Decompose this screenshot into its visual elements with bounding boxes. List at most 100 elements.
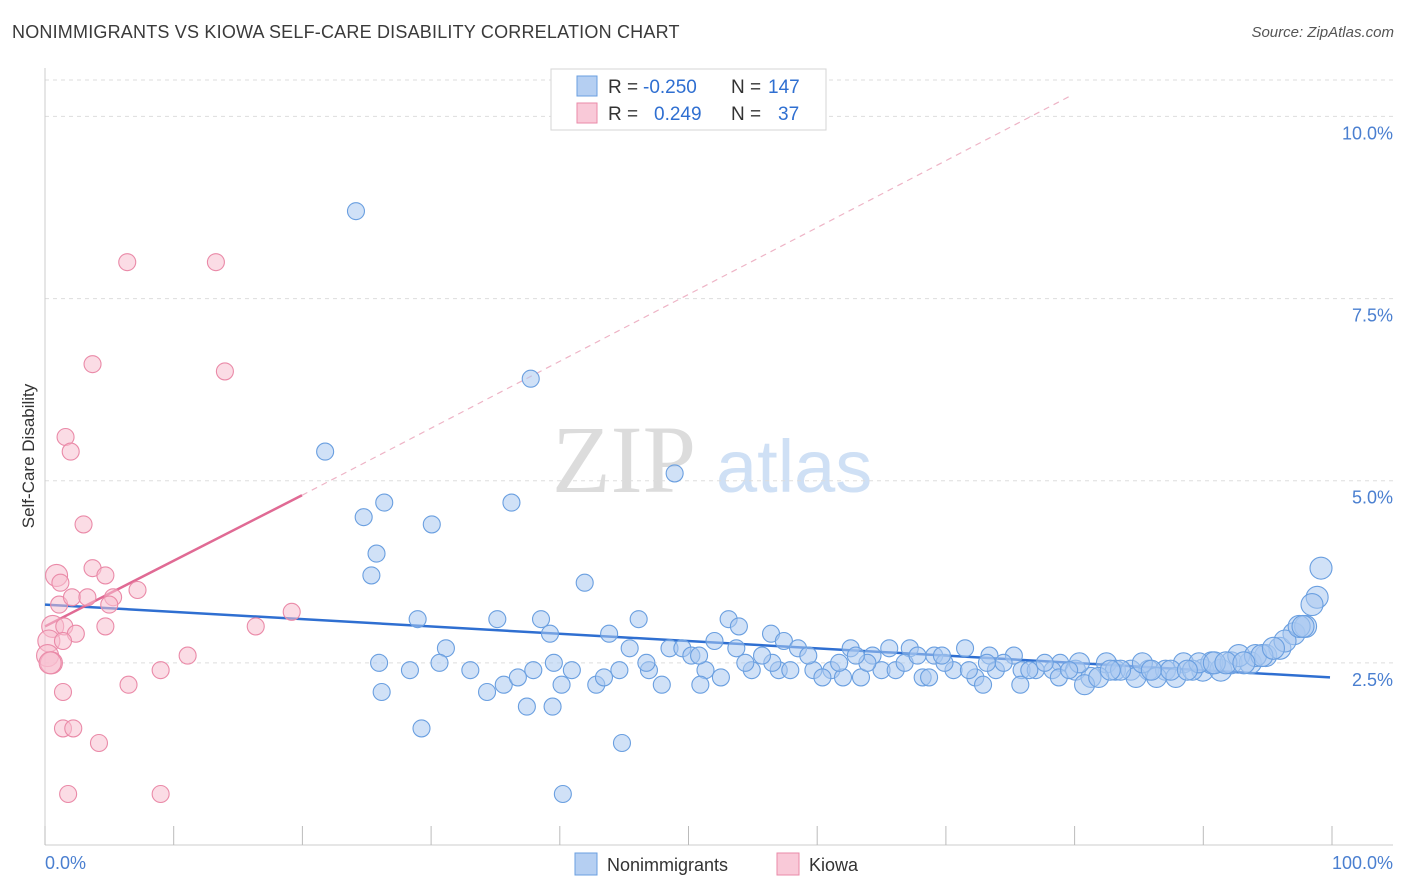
point-nonimmigrants-83: [973, 675, 993, 694]
legend-r-value-1: -0.250: [643, 77, 697, 98]
point-nonimmigrants-80: [813, 668, 832, 687]
legend-r-value-2: 0.249: [654, 104, 702, 125]
gridlines: [45, 79, 1393, 664]
point-nonimmigrants-144: [1300, 593, 1324, 617]
point-nonimmigrants-145: [1261, 636, 1286, 660]
point-nonimmigrants-130: [752, 646, 772, 665]
point-nonimmigrants-103: [543, 697, 562, 716]
series-kiowa-points: [36, 253, 301, 804]
point-kiowa-14: [78, 588, 97, 607]
point-kiowa-1: [206, 253, 225, 272]
point-nonimmigrants-129: [736, 653, 755, 672]
point-kiowa-5: [61, 442, 80, 461]
point-kiowa-36: [151, 784, 170, 804]
point-nonimmigrants-108: [781, 661, 800, 680]
x-tick-label-end: 100.0%: [1332, 853, 1393, 873]
point-nonimmigrants-26: [727, 639, 746, 658]
point-nonimmigrants-42: [544, 653, 563, 672]
y-tick-label-1: 5.0%: [1352, 488, 1393, 508]
point-nonimmigrants-106: [553, 784, 572, 804]
point-nonimmigrants-21: [620, 639, 639, 658]
point-nonimmigrants-19: [600, 624, 619, 643]
point-nonimmigrants-11: [408, 610, 427, 629]
point-nonimmigrants-75: [552, 675, 571, 694]
point-nonimmigrants-34: [956, 639, 975, 658]
watermark-atlas: atlas: [716, 425, 872, 508]
point-nonimmigrants-132: [846, 646, 865, 665]
watermark-zip: ZIP: [552, 406, 696, 513]
source-label: Source: ZipAtlas.com: [1251, 24, 1394, 41]
y-tick-label-3: 10.0%: [1342, 123, 1393, 143]
y-tick-label-0: 2.5%: [1352, 670, 1393, 690]
point-nonimmigrants-113: [959, 661, 978, 680]
bottom-legend-swatch-blue: [574, 852, 598, 876]
point-kiowa-3: [215, 362, 234, 381]
axes: [44, 68, 1393, 846]
legend-swatch-pink: [576, 102, 598, 124]
point-nonimmigrants-0: [346, 202, 366, 221]
point-nonimmigrants-143: [1291, 614, 1315, 638]
point-nonimmigrants-6: [422, 515, 441, 534]
point-nonimmigrants-114: [994, 653, 1013, 672]
point-nonimmigrants-115: [1035, 653, 1054, 672]
trend-line-kiowa: [44, 494, 303, 628]
point-kiowa-29: [38, 651, 62, 675]
y-tick-label-2: 7.5%: [1352, 306, 1393, 326]
point-nonimmigrants-1: [521, 369, 540, 388]
point-nonimmigrants-40: [370, 653, 389, 672]
point-nonimmigrants-8: [367, 544, 386, 563]
legend-r-label-2: R =: [608, 104, 638, 125]
point-kiowa-16: [100, 595, 119, 614]
bottom-legend-label-kiowa: Kiowa: [809, 855, 859, 875]
point-nonimmigrants-134: [932, 646, 951, 665]
point-nonimmigrants-7: [502, 493, 521, 512]
point-nonimmigrants-138: [1099, 659, 1121, 681]
point-nonimmigrants-139: [1140, 659, 1162, 681]
point-nonimmigrants-3: [665, 464, 684, 483]
point-kiowa-2: [83, 355, 102, 374]
point-kiowa-13: [62, 588, 82, 607]
point-nonimmigrants-82: [920, 668, 939, 687]
trend-line-kiowa-extension: [301, 94, 1074, 496]
point-nonimmigrants-104: [412, 719, 431, 738]
bottom-legend: Nonimmigrants Kiowa: [574, 852, 859, 876]
series-nonimmigrants-points: [316, 202, 1333, 804]
point-kiowa-17: [282, 602, 301, 621]
legend-n-value-2: 37: [778, 104, 799, 125]
point-nonimmigrants-78: [652, 675, 671, 694]
point-nonimmigrants-47: [711, 668, 730, 687]
point-kiowa-33: [64, 719, 83, 738]
point-nonimmigrants-41: [430, 653, 449, 672]
point-kiowa-21: [96, 617, 115, 636]
point-nonimmigrants-14: [629, 610, 648, 629]
point-nonimmigrants-140: [1176, 659, 1198, 681]
point-kiowa-10: [51, 573, 70, 592]
point-nonimmigrants-105: [612, 733, 632, 753]
y-axis-title: Self-Care Disability: [19, 383, 38, 528]
point-kiowa-34: [89, 733, 109, 753]
point-kiowa-27: [178, 646, 197, 665]
legend-r-label-1: R =: [608, 77, 638, 98]
point-nonimmigrants-71: [461, 661, 480, 680]
point-nonimmigrants-72: [494, 675, 513, 694]
x-tick-label-start: 0.0%: [45, 853, 86, 873]
point-nonimmigrants-101: [477, 682, 497, 702]
point-nonimmigrants-9: [362, 566, 381, 585]
legend-swatch-blue: [576, 75, 598, 97]
chart-title: NONIMMIGRANTS VS KIOWA SELF-CARE DISABIL…: [12, 22, 680, 42]
bottom-legend-swatch-pink: [776, 852, 800, 876]
point-kiowa-0: [118, 253, 137, 272]
tick-labels: 2.5% 5.0% 7.5% 10.0% 0.0% 100.0%: [45, 123, 1393, 873]
point-nonimmigrants-127: [637, 653, 656, 672]
point-kiowa-22: [246, 617, 265, 636]
point-nonimmigrants-74: [524, 661, 543, 680]
point-kiowa-24: [53, 631, 73, 651]
point-nonimmigrants-102: [517, 697, 536, 716]
point-nonimmigrants-135: [977, 653, 996, 672]
point-nonimmigrants-70: [400, 661, 419, 680]
point-nonimmigrants-13: [531, 610, 551, 629]
point-kiowa-28: [151, 661, 170, 680]
point-nonimmigrants-31: [880, 639, 899, 658]
point-nonimmigrants-43: [562, 661, 581, 680]
